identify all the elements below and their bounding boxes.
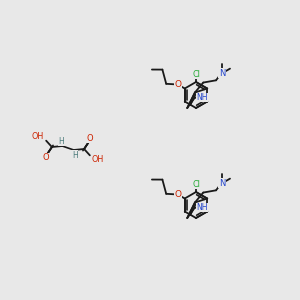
Text: Cl: Cl — [192, 180, 200, 189]
Text: NH: NH — [196, 93, 207, 102]
Text: N: N — [219, 69, 225, 78]
Text: O: O — [43, 153, 50, 162]
Text: NH: NH — [196, 203, 207, 212]
Text: O: O — [174, 80, 181, 89]
Text: OH: OH — [92, 155, 104, 164]
Text: O: O — [86, 134, 93, 142]
Text: H: H — [72, 151, 78, 160]
Text: OH: OH — [32, 132, 44, 141]
Text: O: O — [174, 190, 181, 199]
Text: H: H — [58, 136, 64, 146]
Text: Cl: Cl — [192, 70, 200, 79]
Text: N: N — [219, 179, 225, 188]
